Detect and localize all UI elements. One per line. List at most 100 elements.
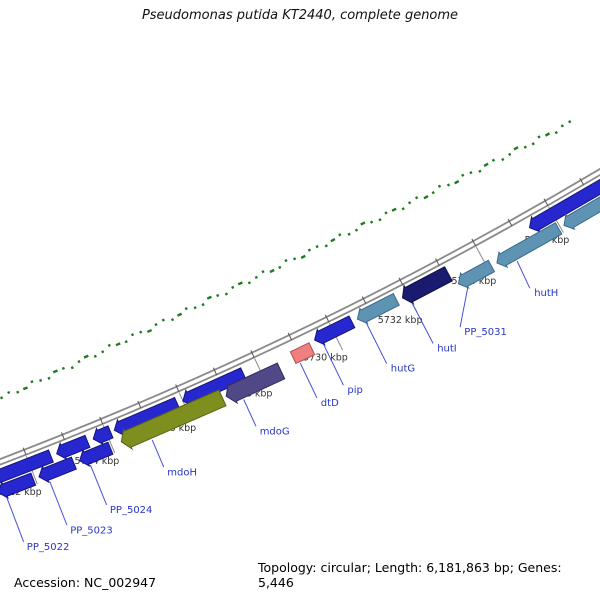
density-dot: [216, 293, 220, 298]
density-dot: [423, 195, 429, 200]
density-dot: [407, 201, 412, 205]
ruler-tick-label: 5730 kbp: [303, 353, 348, 364]
density-dot: [16, 390, 20, 394]
gene-label-PP_5024[interactable]: PP_5024: [110, 505, 153, 516]
ruler-minor-tick: [287, 332, 293, 341]
ruler-minor-tick: [61, 432, 65, 441]
density-dot: [269, 268, 275, 274]
gene-label-mdoH[interactable]: mdoH: [167, 467, 197, 478]
density-dot: [130, 333, 135, 337]
density-dot: [454, 180, 460, 185]
gene-label-hutH[interactable]: hutH: [534, 288, 558, 299]
gene-label-mdoG[interactable]: mdoG: [260, 427, 290, 438]
density-dot: [254, 275, 258, 279]
ruler-minor-tick: [250, 350, 255, 358]
density-dot: [7, 390, 11, 395]
gene-mdoH[interactable]: [120, 389, 227, 451]
density-dot: [93, 354, 97, 358]
gene-unnamed-0[interactable]: [0, 449, 54, 486]
ruler-minor-tick: [324, 314, 330, 323]
gene-label-leader: [6, 497, 25, 542]
ruler-minor-tick: [435, 258, 440, 266]
gene-hutI[interactable]: [401, 266, 453, 305]
gene-mdoG[interactable]: [225, 362, 286, 405]
density-dot: [231, 285, 235, 289]
gene-hutG[interactable]: [356, 292, 400, 325]
density-dot: [52, 369, 58, 374]
density-dot: [544, 132, 551, 137]
gene-PP_5024[interactable]: [78, 441, 114, 468]
density-dot: [261, 270, 265, 274]
density-dot: [177, 312, 183, 317]
density-dot: [206, 295, 212, 300]
density-dot: [300, 254, 306, 259]
accession-text: Accession: NC_002947: [14, 575, 157, 590]
gene-label-PP_5023[interactable]: PP_5023: [70, 525, 113, 536]
density-dot: [70, 366, 74, 370]
gene-label-leader: [151, 439, 165, 468]
density-dot: [523, 145, 527, 149]
density-dot: [224, 292, 228, 296]
gene-label-leader: [323, 344, 344, 386]
ruler-minor-tick: [361, 296, 367, 304]
density-dot: [537, 135, 541, 139]
genome-backbone-gap: [0, 169, 600, 464]
gene-label-leader: [516, 260, 531, 289]
density-dot: [307, 248, 312, 252]
gene-label-PP_5022[interactable]: PP_5022: [27, 542, 70, 553]
density-dot: [83, 354, 89, 359]
gene-label-leader: [243, 399, 257, 427]
gene-label-pip[interactable]: pip: [347, 385, 362, 396]
gene-label-leader: [49, 481, 68, 526]
ruler-minor-tick: [579, 177, 585, 186]
density-dot: [247, 281, 251, 285]
density-dot: [483, 162, 489, 167]
density-dot: [170, 318, 175, 322]
density-dot: [77, 360, 81, 364]
density-dot: [154, 323, 158, 327]
density-dot: [324, 244, 328, 248]
gene-label-hutG[interactable]: hutG: [391, 364, 415, 375]
density-dot: [115, 342, 121, 347]
density-dot: [237, 281, 243, 286]
ruler-minor-tick: [22, 447, 27, 456]
density-dot: [101, 350, 105, 354]
density-dot: [401, 207, 405, 211]
status-bar: Accession: NC_002947 Topology: circular;…: [0, 560, 600, 600]
ruler-minor-tick: [543, 198, 549, 206]
density-dot: [30, 380, 34, 384]
gene-hutH[interactable]: [496, 222, 563, 269]
density-dot: [278, 265, 282, 270]
density-dot: [469, 170, 473, 175]
ruler-minor-tick: [471, 238, 477, 247]
gene-PP_5022[interactable]: [0, 472, 37, 500]
density-dot: [107, 343, 111, 347]
density-dot: [347, 232, 351, 236]
gene-label-hutI[interactable]: hutI: [437, 344, 457, 355]
gene-label-dtD[interactable]: dtD: [321, 398, 339, 409]
density-dot: [369, 220, 374, 224]
ruler-minor-tick: [137, 400, 142, 409]
ruler-minor-tick: [507, 218, 513, 227]
density-dot: [0, 396, 4, 400]
density-dot: [508, 152, 512, 157]
density-dot: [61, 366, 65, 370]
density-dot: [193, 306, 197, 310]
density-dot: [491, 158, 496, 162]
density-dot: [47, 376, 51, 380]
gene-PP_5031[interactable]: [457, 259, 496, 289]
density-dot: [461, 173, 465, 177]
gene-PP_5023[interactable]: [38, 456, 77, 484]
density-dot: [22, 386, 28, 391]
gene-label-leader: [459, 287, 469, 328]
density-dot: [139, 330, 143, 334]
gene-dtD[interactable]: [289, 342, 316, 365]
density-dot: [330, 237, 336, 243]
gene-unnamed-6[interactable]: [563, 188, 600, 231]
density-dot: [354, 228, 359, 232]
ruler-tick-label: 5724 kbp: [75, 456, 120, 467]
ruler-minor-tick: [212, 367, 218, 376]
gene-pip[interactable]: [314, 315, 356, 346]
gene-label-PP_5031[interactable]: PP_5031: [464, 327, 507, 338]
